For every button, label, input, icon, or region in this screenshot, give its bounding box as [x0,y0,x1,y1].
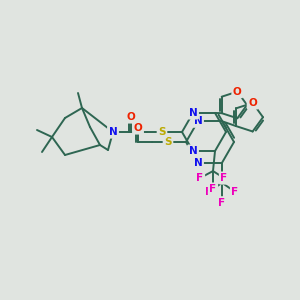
Text: F: F [206,187,213,197]
Text: F: F [220,173,228,183]
Text: O: O [127,112,135,122]
Text: N: N [189,146,197,156]
Text: F: F [196,173,204,183]
Text: N: N [109,127,117,137]
Text: F: F [218,198,226,208]
Text: F: F [231,187,239,197]
Text: S: S [164,137,172,147]
Text: O: O [134,123,142,133]
Text: N: N [194,158,202,168]
Text: F: F [209,184,217,194]
Text: N: N [194,116,202,126]
Text: O: O [233,87,242,97]
Text: O: O [248,98,257,108]
Text: S: S [158,127,166,137]
Text: N: N [189,108,197,118]
